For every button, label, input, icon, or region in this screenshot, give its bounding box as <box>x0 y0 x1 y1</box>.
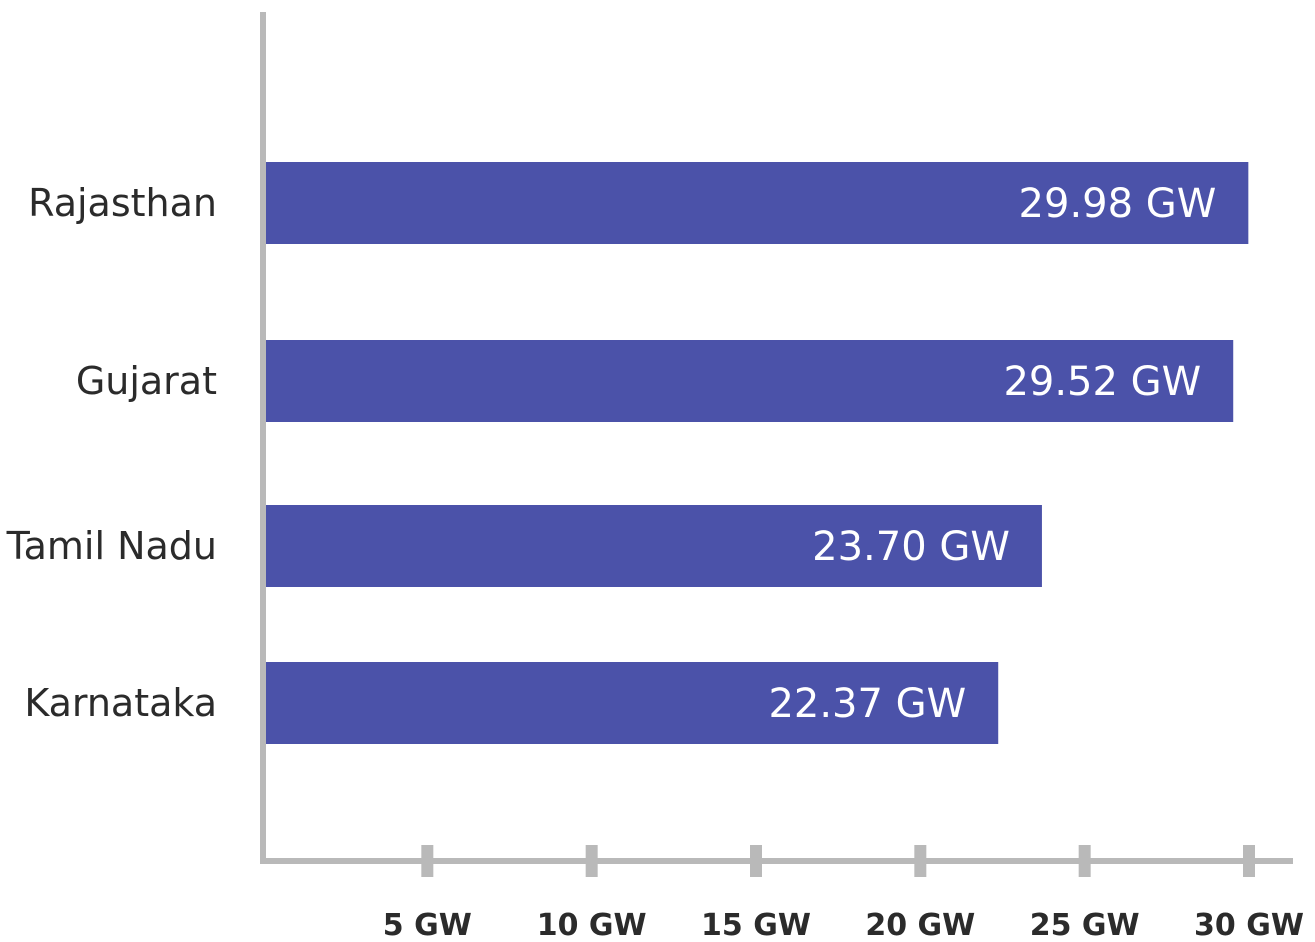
bar-karnataka <box>266 662 999 744</box>
category-label-karnataka: Karnataka <box>24 681 217 725</box>
x-tick-5 <box>421 845 434 877</box>
axes-layer <box>260 12 1293 877</box>
bar-rajasthan <box>266 162 1249 244</box>
value-label-rajasthan: 29.98 GW <box>1019 181 1217 227</box>
value-label-karnataka: 22.37 GW <box>768 681 966 727</box>
x-tick-10 <box>585 845 598 877</box>
x-tick-15 <box>750 845 762 877</box>
category-label-tamil-nadu: Tamil Nadu <box>6 524 217 568</box>
x-tick-label-10: 10 GW <box>537 908 647 942</box>
bar-gujarat <box>266 340 1234 422</box>
x-tick-25 <box>1078 845 1091 877</box>
bar-tamil-nadu <box>266 505 1042 587</box>
x-tick-20 <box>914 845 927 877</box>
value-label-gujarat: 29.52 GW <box>1003 359 1201 405</box>
category-label-gujarat: Gujarat <box>76 359 217 403</box>
labels-layer: 29.98 GW Rajasthan 29.52 GW Gujarat 23.70 GW… <box>6 181 1304 942</box>
x-tick-label-20: 20 GW <box>865 908 975 942</box>
category-label-rajasthan: Rajasthan <box>28 181 217 225</box>
x-tick-label-30: 30 GW <box>1194 908 1304 942</box>
x-tick-label-25: 25 GW <box>1030 908 1140 942</box>
x-tick-30 <box>1243 845 1255 877</box>
x-tick-label-15: 15 GW <box>701 908 811 942</box>
x-tick-label-5: 5 GW <box>383 908 472 942</box>
bars-layer <box>266 162 1249 744</box>
value-label-tamil-nadu: 23.70 GW <box>812 524 1010 570</box>
